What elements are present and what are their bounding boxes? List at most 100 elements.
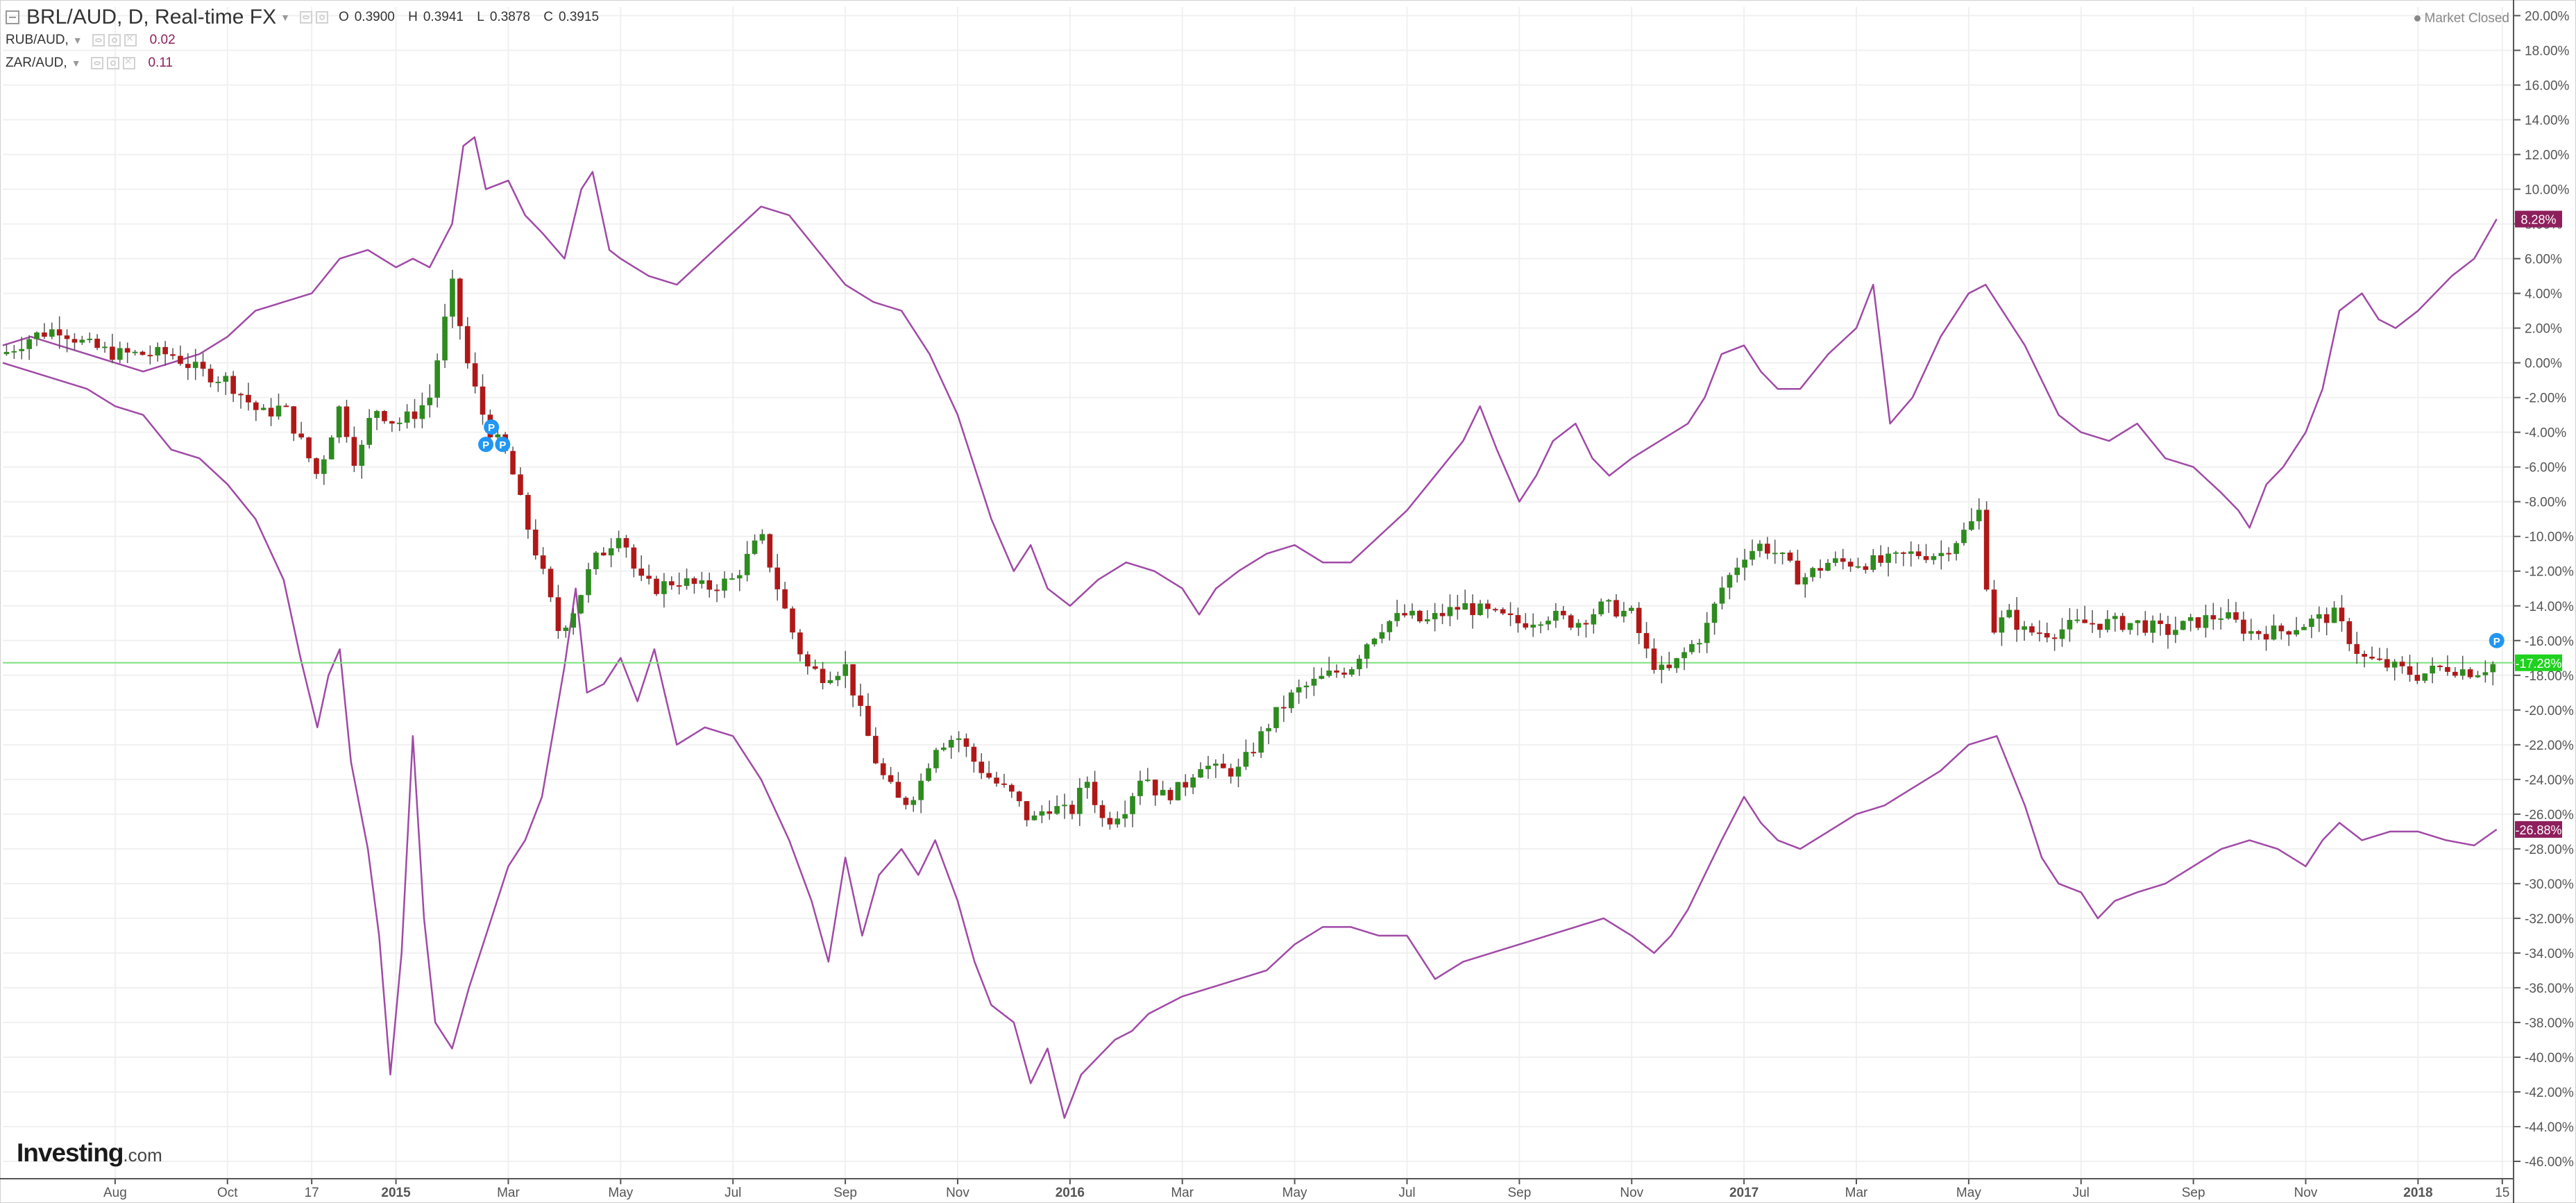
event-marker-circle [484, 419, 500, 435]
x-tick-label: Sep [1507, 1186, 1531, 1200]
candle-up [1288, 692, 1294, 709]
candle-down [518, 474, 523, 495]
event-marker[interactable]: P [484, 419, 500, 435]
gear-icon[interactable] [106, 56, 119, 69]
event-marker[interactable]: P [478, 437, 494, 453]
event-marker[interactable]: P [2489, 632, 2505, 648]
candle-up [2059, 629, 2065, 639]
eye-icon[interactable] [299, 10, 312, 24]
candle-down [540, 555, 546, 569]
candle-up [1303, 685, 1310, 688]
candle-up [192, 362, 198, 369]
candle-up [495, 434, 501, 438]
collapse-legend-icon[interactable] [6, 10, 19, 24]
candle-up [1969, 521, 1974, 530]
chevron-down-icon[interactable]: ▼ [72, 34, 83, 46]
candle-down [865, 705, 871, 737]
candle-up [1711, 603, 1718, 623]
candle-down [1651, 648, 1657, 671]
candle-up [132, 351, 138, 353]
candle-down [1568, 615, 1574, 628]
candle-up [450, 278, 455, 317]
candle-up [918, 780, 924, 800]
candle-down [1515, 615, 1521, 623]
candle-down [2263, 634, 2269, 640]
candle-up [419, 405, 425, 419]
x-tick-label: 2018 [2403, 1186, 2432, 1200]
event-marker-circle [478, 437, 494, 453]
candle-up [2112, 616, 2118, 619]
candle-up [910, 800, 917, 805]
candle-up [661, 581, 667, 594]
candle-up [3, 351, 10, 355]
candle-up [1364, 644, 1370, 659]
gear-icon[interactable] [108, 33, 121, 47]
event-marker-circle [2489, 632, 2505, 648]
ohlc-high-key: H [408, 9, 418, 24]
candle-up [2187, 617, 2194, 621]
close-icon[interactable] [124, 31, 137, 47]
x-axis: Aug Oct 17 2015 Mar May Jul Sep Nov 2016 Mar May Jul… [103, 1179, 2509, 1200]
x-tick-label: May [1956, 1186, 1981, 1200]
candle-up [2475, 675, 2481, 678]
investing-logo: Investing.com [17, 1138, 162, 1168]
candle-up [1115, 818, 1121, 825]
candle-up [102, 346, 108, 348]
close-icon[interactable] [122, 54, 135, 69]
chevron-down-icon[interactable]: ▼ [280, 11, 290, 23]
candle-down [2029, 626, 2035, 633]
candle-down [1583, 623, 1589, 625]
candle-up [2391, 662, 2398, 668]
candle-up [2218, 618, 2224, 620]
candle-up [1545, 621, 1551, 625]
indicator-name-rub[interactable]: RUB/AUD, [6, 32, 69, 47]
candle-up [1311, 678, 1317, 686]
y-tick-label: -42.00% [2525, 1086, 2574, 1100]
candle-down [94, 338, 100, 348]
candle-up [2135, 620, 2141, 623]
candle-down [253, 402, 259, 410]
candle-down [623, 538, 629, 548]
y-tick-label: 14.00% [2525, 114, 2570, 128]
candle-up [1908, 551, 1914, 554]
y-tick-label: -38.00% [2525, 1016, 2574, 1031]
candle-down [314, 458, 319, 474]
candle-up [2331, 607, 2337, 623]
main-series-row: BRL/AUD, D, Real-time FX ▼ O 0.3900 H 0.39… [6, 6, 609, 28]
candle-up [744, 553, 750, 575]
candle-down [1500, 609, 1506, 614]
eye-icon[interactable] [92, 33, 105, 47]
candlesticks [3, 269, 2496, 830]
x-tick-label: Jul [724, 1186, 741, 1200]
candle-down [42, 332, 47, 337]
eye-icon[interactable] [90, 56, 103, 69]
candle-down [283, 405, 289, 407]
candle-up [1084, 782, 1090, 788]
chevron-down-icon[interactable]: ▼ [71, 57, 81, 69]
indicator-name-zar[interactable]: ZAR/AUD, [6, 55, 67, 70]
candle-up [1243, 752, 1249, 767]
candle-down [646, 575, 652, 579]
candle-up [1553, 610, 1559, 621]
candle-down [2037, 632, 2042, 634]
candle-up [2294, 630, 2299, 635]
x-tick-label: Mar [497, 1186, 520, 1200]
candle-down [1795, 560, 1801, 584]
candle-up [752, 540, 758, 554]
candle-up [2459, 669, 2466, 676]
candle-up [34, 332, 40, 339]
candle-down [2377, 658, 2382, 660]
candle-down [1923, 556, 1929, 560]
x-tick-label: 2015 [381, 1186, 411, 1200]
candle-up [276, 405, 282, 417]
candle-up [260, 407, 266, 410]
event-marker[interactable]: P [495, 437, 511, 453]
y-axis: 20.00%18.00%16.00%14.00%12.00%10.00%8.00… [2514, 10, 2574, 1170]
candle-down [1009, 784, 1015, 792]
candle-up [359, 444, 365, 466]
candle-down [638, 569, 645, 576]
gear-icon[interactable] [315, 10, 328, 24]
symbol-title[interactable]: BRL/AUD, D, Real-time FX [26, 5, 277, 28]
candle-up [570, 613, 577, 628]
